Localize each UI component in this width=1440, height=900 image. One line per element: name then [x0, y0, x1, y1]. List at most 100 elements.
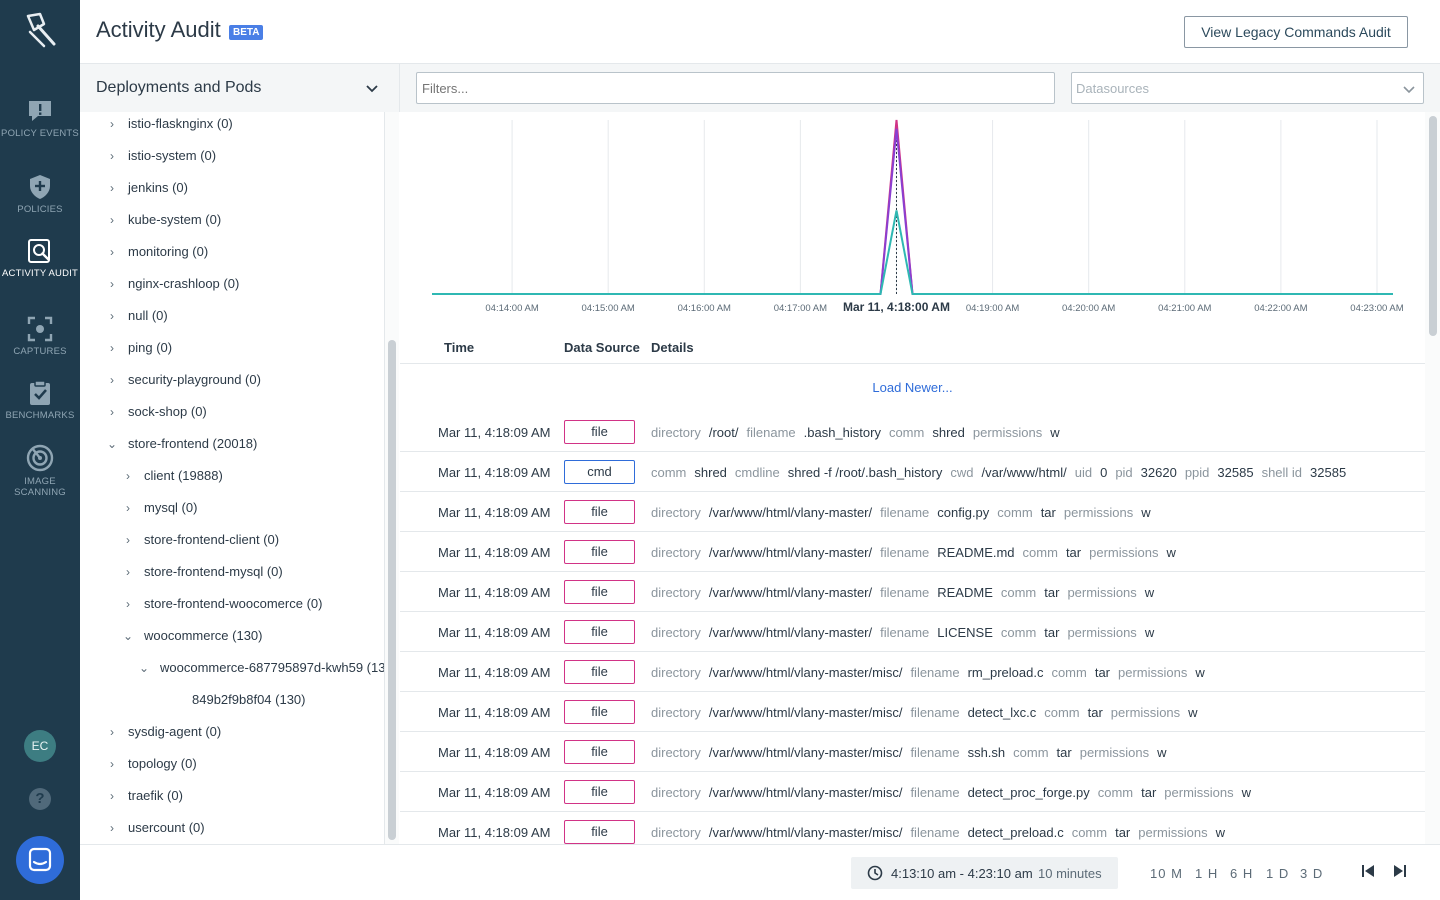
- x-tick-label: Mar 11, 4:18:00 AM: [843, 300, 950, 314]
- chevron-right-icon[interactable]: ›: [110, 757, 114, 771]
- filters-input[interactable]: [416, 72, 1055, 104]
- tree-item[interactable]: ⌄ woocommerce (130): [120, 624, 263, 656]
- tree-scrollbar-thumb[interactable]: [388, 340, 396, 840]
- tree-item[interactable]: › istio-system (0): [104, 144, 216, 176]
- chevron-right-icon[interactable]: ›: [126, 565, 130, 579]
- tree-item[interactable]: › nginx-crashloop (0): [104, 272, 239, 304]
- detail-key: comm: [1051, 665, 1087, 680]
- activity-chart[interactable]: 04:14:00 AM 04:15:00 AM 04:16:00 AM 04:17:0…: [400, 112, 1425, 327]
- tree-item[interactable]: › sysdig-agent (0): [104, 720, 221, 752]
- chevron-right-icon[interactable]: ›: [126, 597, 130, 611]
- scope-label: Deployments and Pods: [96, 79, 262, 96]
- skip-back-icon[interactable]: [1360, 863, 1376, 879]
- avatar[interactable]: EC: [24, 730, 56, 762]
- detail-key: filename: [910, 745, 960, 760]
- deployments-pods-selector[interactable]: Deployments and Pods: [80, 64, 400, 112]
- tree-item[interactable]: › mysql (0): [120, 496, 197, 528]
- chevron-right-icon[interactable]: ›: [126, 533, 130, 547]
- detail-value: tar: [1115, 825, 1131, 840]
- chevron-right-icon[interactable]: ›: [110, 117, 114, 131]
- detail-key: shell id: [1261, 465, 1303, 480]
- chevron-right-icon[interactable]: ›: [110, 149, 114, 163]
- datasources-select[interactable]: Datasources: [1071, 72, 1424, 104]
- table-row[interactable]: Mar 11, 4:18:09 AM file directory/var/www/…: [400, 812, 1425, 852]
- table-row[interactable]: Mar 11, 4:18:09 AM file directory/root/fil…: [400, 412, 1425, 452]
- chevron-right-icon[interactable]: ›: [110, 725, 114, 739]
- detail-value: /var/www/html/vlany-master/misc/: [708, 825, 903, 840]
- tree-item[interactable]: › sock-shop (0): [104, 400, 207, 432]
- tree-item[interactable]: › ping (0): [104, 336, 172, 368]
- tree-item-label: kube-system (0): [128, 212, 222, 227]
- sysdig-logo-icon[interactable]: [20, 10, 60, 50]
- tree-item[interactable]: › store-frontend-woocomerce (0): [120, 592, 322, 624]
- nav-activity-audit[interactable]: ACTIVITY AUDIT: [0, 238, 80, 279]
- tree-item[interactable]: 849b2f9b8f04 (130): [152, 688, 305, 720]
- tree-item[interactable]: › topology (0): [104, 752, 197, 784]
- chevron-right-icon[interactable]: ›: [110, 789, 114, 803]
- column-details[interactable]: Details: [651, 340, 694, 355]
- row-time: Mar 11, 4:18:09 AM: [438, 625, 551, 640]
- chevron-right-icon[interactable]: ›: [126, 501, 130, 515]
- tree-item[interactable]: › traefik (0): [104, 784, 183, 816]
- table-row[interactable]: Mar 11, 4:18:09 AM file directory/var/www/…: [400, 772, 1425, 812]
- table-row[interactable]: Mar 11, 4:18:09 AM file directory/var/www/…: [400, 612, 1425, 652]
- chevron-right-icon[interactable]: ›: [110, 405, 114, 419]
- table-row[interactable]: Mar 11, 4:18:09 AM file directory/var/www/…: [400, 652, 1425, 692]
- tree-item[interactable]: › security-playground (0): [104, 368, 261, 400]
- chevron-right-icon[interactable]: ›: [110, 213, 114, 227]
- table-row[interactable]: Mar 11, 4:18:09 AM file directory/var/www/…: [400, 572, 1425, 612]
- tree-item[interactable]: › kube-system (0): [104, 208, 221, 240]
- time-range-picker[interactable]: 4:13:10 am - 4:23:10 am 10 minutes: [851, 857, 1118, 889]
- detail-key: comm: [651, 465, 687, 480]
- chevron-right-icon[interactable]: ›: [110, 341, 114, 355]
- tree-item[interactable]: ⌄ store-frontend (20018): [104, 432, 257, 464]
- tree-item[interactable]: › store-frontend-client (0): [120, 528, 279, 560]
- tree-item[interactable]: › jenkins (0): [104, 176, 188, 208]
- chevron-right-icon[interactable]: ›: [126, 469, 130, 483]
- help-icon[interactable]: ?: [29, 788, 51, 810]
- nav-captures[interactable]: CAPTURES: [0, 316, 80, 357]
- nav-policy-events[interactable]: POLICY EVENTS: [0, 98, 80, 139]
- table-row[interactable]: Mar 11, 4:18:09 AM file directory/var/www/…: [400, 732, 1425, 772]
- preset-1d-button[interactable]: 1 D: [1266, 866, 1290, 881]
- tree-item[interactable]: › store-frontend-mysql (0): [120, 560, 283, 592]
- nav-image-scanning[interactable]: IMAGE SCANNING: [0, 444, 80, 498]
- preset-6h-button[interactable]: 6 H: [1230, 866, 1254, 881]
- chat-launcher-button[interactable]: [16, 836, 64, 884]
- chevron-right-icon[interactable]: ›: [110, 309, 114, 323]
- chevron-down-icon[interactable]: ⌄: [122, 629, 134, 643]
- tree-item[interactable]: › usercount (0): [104, 816, 205, 844]
- table-row[interactable]: Mar 11, 4:18:09 AM cmd comm shred cmdline shr…: [400, 452, 1425, 492]
- preset-10m-button[interactable]: 10 M: [1150, 866, 1183, 881]
- tree-item[interactable]: › monitoring (0): [104, 240, 208, 272]
- table-row[interactable]: Mar 11, 4:18:09 AM file directory/var/www/…: [400, 532, 1425, 572]
- view-legacy-commands-audit-button[interactable]: View Legacy Commands Audit: [1184, 16, 1408, 48]
- table-row[interactable]: Mar 11, 4:18:09 AM file directory/var/www/…: [400, 492, 1425, 532]
- detail-key: comm: [997, 505, 1033, 520]
- load-newer-link[interactable]: Load Newer...: [872, 380, 953, 395]
- chevron-right-icon[interactable]: ›: [110, 821, 114, 835]
- main-scrollbar-thumb[interactable]: [1429, 116, 1437, 336]
- nav-policies[interactable]: POLICIES: [0, 174, 80, 215]
- column-time[interactable]: Time: [444, 340, 475, 355]
- nav-benchmarks[interactable]: BENCHMARKS: [0, 380, 80, 421]
- column-data-source[interactable]: Data Source: [564, 340, 640, 355]
- chevron-down-icon[interactable]: ⌄: [138, 661, 150, 675]
- row-details: directory/var/www/html/vlany-master/misc…: [651, 705, 1206, 720]
- table-row[interactable]: Mar 11, 4:18:09 AM file directory/var/www/…: [400, 692, 1425, 732]
- preset-1h-button[interactable]: 1 H: [1195, 866, 1219, 881]
- deployment-tree: › istio-flasknginx (0) › istio-system (0) › j…: [80, 112, 385, 844]
- tree-item[interactable]: › null (0): [104, 304, 168, 336]
- preset-3d-button[interactable]: 3 D: [1300, 866, 1324, 881]
- chevron-down-icon[interactable]: ⌄: [106, 437, 118, 451]
- skip-forward-icon[interactable]: [1392, 863, 1408, 879]
- chevron-right-icon[interactable]: ›: [110, 245, 114, 259]
- detail-value: tar: [1065, 545, 1082, 560]
- chevron-right-icon[interactable]: ›: [110, 181, 114, 195]
- chevron-right-icon[interactable]: ›: [110, 373, 114, 387]
- tree-item[interactable]: ⌄ woocommerce-687795897d-kwh59 (13: [136, 656, 384, 688]
- detail-key: filename: [910, 825, 960, 840]
- tree-item[interactable]: › client (19888): [120, 464, 223, 496]
- tree-item[interactable]: › istio-flasknginx (0): [104, 112, 233, 144]
- chevron-right-icon[interactable]: ›: [110, 277, 114, 291]
